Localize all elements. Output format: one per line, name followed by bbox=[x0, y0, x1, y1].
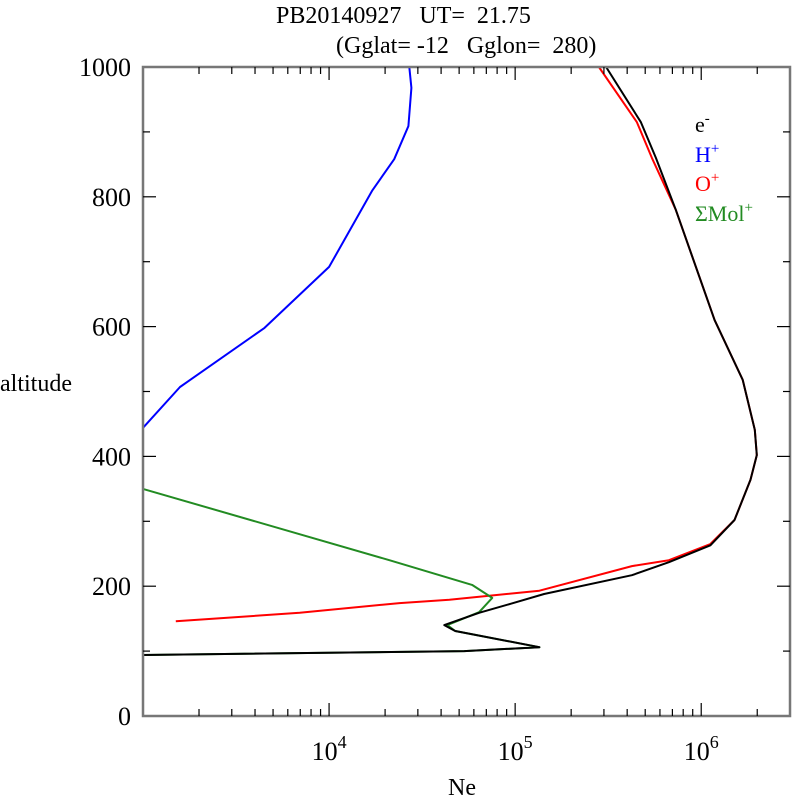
series-line-e bbox=[142, 66, 758, 656]
axes: 0 200 400 600 800 1000 104 105 106 bbox=[79, 53, 792, 766]
y-tick-label: 200 bbox=[92, 572, 131, 601]
y-tick-label: 400 bbox=[92, 442, 131, 471]
series-line-H bbox=[142, 66, 413, 429]
y-tick-label: 600 bbox=[92, 313, 131, 342]
x-tick-label: 106 bbox=[684, 732, 719, 766]
legend-entry-O: O+ bbox=[695, 170, 719, 196]
chart-subtitle: (Gglat= -12 Gglon= 280) bbox=[336, 33, 596, 59]
series-line-O bbox=[175, 66, 758, 623]
legend-entry-H: H+ bbox=[695, 141, 719, 167]
x-tick-label: 104 bbox=[312, 732, 347, 766]
y-tick-label: 0 bbox=[118, 702, 131, 731]
legend: e- H+ O+ ΣMol+ bbox=[695, 111, 753, 226]
y-tick-label: 800 bbox=[92, 183, 131, 212]
y-axis-label: altitude bbox=[0, 371, 72, 397]
plot-frame bbox=[141, 65, 792, 718]
x-tick-label: 105 bbox=[498, 732, 533, 766]
legend-entry-e: e- bbox=[695, 111, 710, 137]
legend-entry-Mol: ΣMol+ bbox=[695, 200, 753, 226]
y-tick-label: 1000 bbox=[79, 53, 131, 82]
x-axis-label: Ne bbox=[448, 775, 476, 796]
series-line-Mol bbox=[142, 487, 541, 656]
plot-curves bbox=[142, 66, 758, 656]
chart-title: PB20140927 UT= 21.75 bbox=[276, 3, 531, 29]
